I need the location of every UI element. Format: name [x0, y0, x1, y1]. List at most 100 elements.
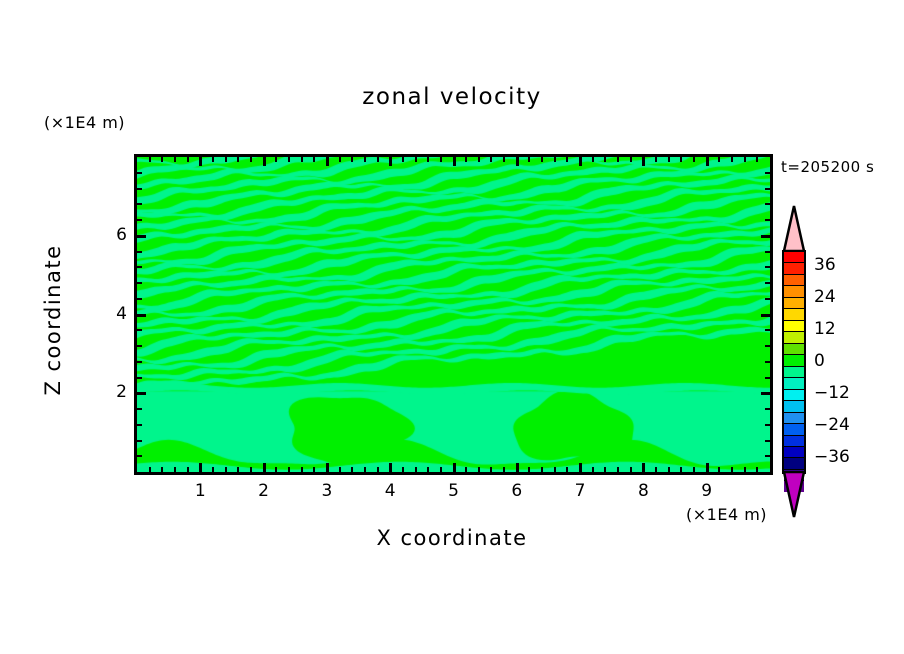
x-tick-label: 2: [258, 481, 269, 501]
y-tick: [137, 424, 142, 426]
x-tick-top: [212, 157, 214, 162]
colorbar-band: [784, 401, 804, 413]
x-tick-top: [744, 157, 746, 162]
x-tick: [592, 467, 594, 472]
x-tick: [440, 467, 442, 472]
y-tick: [137, 408, 142, 410]
x-tick-top: [149, 157, 151, 162]
y-tick-right: [765, 203, 770, 205]
x-tick: [415, 467, 417, 472]
x-tick: [187, 467, 189, 472]
x-tick-top: [731, 157, 733, 162]
colorbar-tick-label: 24: [814, 287, 836, 307]
colorbar-tick-label: −12: [814, 383, 850, 403]
x-tick: [680, 467, 682, 472]
x-tick-top: [668, 157, 670, 162]
x-tick: [313, 467, 315, 472]
x-tick-top: [706, 157, 709, 166]
x-tick: [364, 467, 366, 472]
y-tick: [137, 219, 142, 221]
x-tick-top: [275, 157, 277, 162]
x-tick-top: [187, 157, 189, 162]
x-tick-top: [680, 157, 682, 162]
x-units-label: (×1E4 m): [686, 505, 768, 524]
x-tick: [237, 467, 239, 472]
x-axis-title: X coordinate: [376, 526, 528, 550]
x-tick-top: [465, 157, 467, 162]
y-tick-right: [761, 235, 770, 238]
colorbar-band: [784, 297, 804, 310]
y-tick-right: [765, 251, 770, 253]
x-tick: [427, 467, 429, 472]
x-tick: [161, 467, 163, 472]
y-tick: [137, 266, 142, 268]
x-tick: [706, 463, 709, 472]
x-tick-top: [478, 157, 480, 162]
x-tick-top: [288, 157, 290, 162]
colorbar-band: [784, 458, 804, 470]
x-tick-top: [440, 157, 442, 162]
colorbar-band: [784, 263, 804, 275]
x-tick-top: [161, 157, 163, 162]
y-units-label: (×1E4 m): [44, 113, 126, 132]
x-tick-label: 9: [701, 481, 713, 501]
x-tick-top: [301, 157, 303, 162]
colorbar-tick-label: 12: [814, 319, 836, 339]
y-tick-right: [765, 408, 770, 410]
x-tick: [478, 467, 480, 472]
y-tick-right: [765, 266, 770, 268]
x-tick: [566, 467, 568, 472]
x-tick: [326, 463, 329, 472]
x-tick-top: [554, 157, 556, 162]
x-tick: [579, 463, 582, 472]
y-tick-right: [765, 329, 770, 331]
y-tick: [137, 298, 142, 300]
x-tick: [604, 467, 606, 472]
colorbar-band: [784, 320, 804, 333]
x-tick-top: [313, 157, 315, 162]
y-tick-right: [765, 172, 770, 174]
colorbar-band: [784, 446, 804, 459]
x-tick-label: 1: [194, 481, 206, 501]
x-tick: [490, 467, 492, 472]
x-tick: [250, 467, 252, 472]
colorbar-band: [784, 412, 804, 425]
x-tick-top: [617, 157, 619, 162]
x-tick: [453, 463, 456, 472]
colorbar-tick-label: 0: [814, 351, 825, 371]
colorbar-band: [784, 424, 804, 436]
y-tick: [137, 203, 142, 205]
x-tick-top: [693, 157, 695, 162]
x-tick: [149, 467, 151, 472]
x-tick: [465, 467, 467, 472]
colorbar-band: [784, 355, 804, 367]
x-tick-top: [756, 157, 758, 162]
y-tick: [137, 235, 146, 238]
colorbar-tick-label: 36: [814, 255, 836, 275]
colorbar-band: [784, 309, 804, 321]
colorbar[interactable]: 36 24 12 0 −12 −24 −36: [782, 205, 850, 518]
colorbar-band: [784, 332, 804, 344]
y-tick-right: [765, 377, 770, 379]
x-tick: [744, 467, 746, 472]
y-tick-right: [765, 188, 770, 190]
colorbar-band: [784, 435, 804, 447]
x-tick-top: [389, 157, 392, 166]
x-tick: [731, 467, 733, 472]
plot-area[interactable]: [134, 154, 773, 475]
y-tick-right: [765, 424, 770, 426]
contour-field: [137, 157, 770, 472]
y-tick-label: 2: [116, 382, 127, 403]
x-tick-top: [427, 157, 429, 162]
x-tick: [377, 467, 379, 472]
x-tick-top: [339, 157, 341, 162]
colorbar-overflow-arrow-top: [782, 205, 806, 252]
x-tick-top: [364, 157, 366, 162]
y-tick: [137, 172, 142, 174]
y-tick: [137, 440, 142, 442]
y-tick-right: [765, 298, 770, 300]
x-tick-top: [199, 157, 202, 166]
y-tick-label: 4: [116, 303, 127, 324]
x-tick-top: [528, 157, 530, 162]
